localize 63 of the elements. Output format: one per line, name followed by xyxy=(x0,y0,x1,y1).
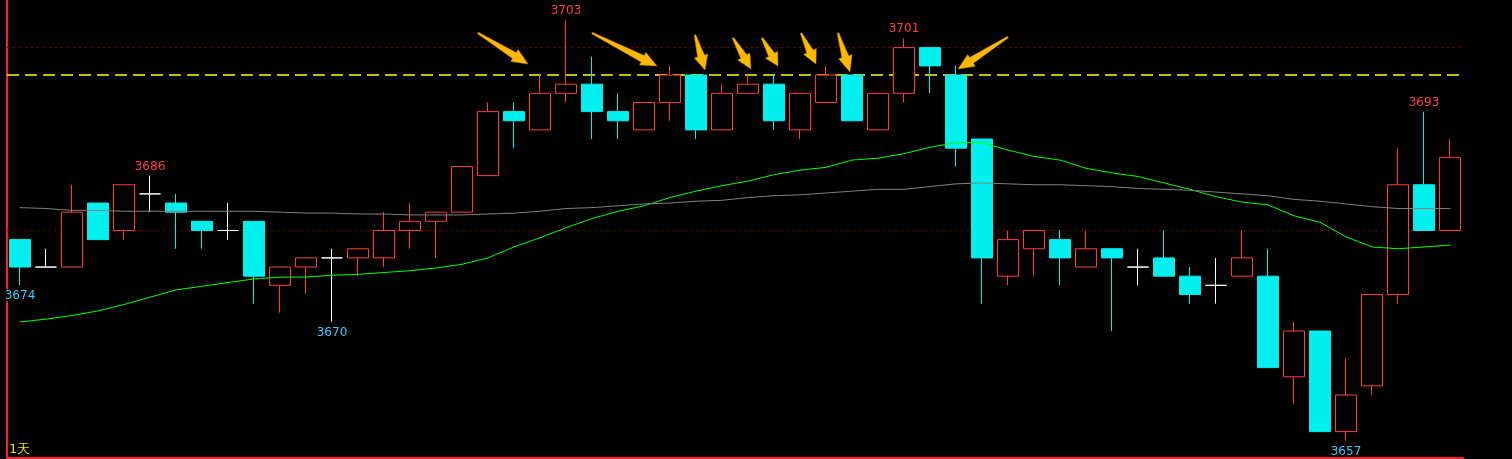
candlestick xyxy=(685,74,707,140)
annotation: 3686 xyxy=(134,158,166,173)
annotation: 3701 xyxy=(888,21,920,36)
candlestick xyxy=(243,220,265,305)
annotation: 3693 xyxy=(1408,94,1440,109)
candlestick xyxy=(867,92,889,131)
candlestick xyxy=(1335,357,1357,442)
candlestick xyxy=(295,257,317,295)
candlestick xyxy=(893,37,915,103)
candlestick xyxy=(191,220,213,250)
candlestick xyxy=(997,229,1019,286)
candlestick xyxy=(165,193,187,250)
candlestick xyxy=(789,92,811,140)
annotation: 3657 xyxy=(1330,443,1362,458)
candlestick xyxy=(1179,266,1201,305)
candlestick xyxy=(61,184,83,268)
candlestick xyxy=(373,211,395,268)
candlestick xyxy=(1257,248,1279,369)
candlestick xyxy=(477,101,499,177)
candlestick xyxy=(399,202,421,250)
candlestick xyxy=(1153,229,1175,277)
candlestick xyxy=(269,266,291,314)
annotation: 3674 xyxy=(4,288,36,303)
candlestick xyxy=(1101,248,1123,332)
candlestick xyxy=(763,74,785,131)
candlestick xyxy=(87,202,109,241)
candlestick xyxy=(217,202,239,241)
candlestick xyxy=(1439,138,1461,231)
candlestick xyxy=(1023,229,1045,277)
candlestick xyxy=(1413,111,1435,231)
candlestick xyxy=(347,248,369,277)
candlestick xyxy=(451,165,473,213)
candlestick xyxy=(1387,147,1409,305)
candlestick xyxy=(1309,330,1331,433)
candlestick xyxy=(581,56,603,140)
candlestick xyxy=(1075,229,1097,268)
candlestick xyxy=(841,74,863,122)
candlestick xyxy=(139,175,161,213)
candlestick xyxy=(659,65,681,122)
candlestick xyxy=(1205,257,1227,305)
candlestick xyxy=(1231,229,1253,277)
candlestick xyxy=(919,47,941,94)
candlestick xyxy=(9,239,31,286)
candlestick xyxy=(321,248,343,323)
candlestick xyxy=(737,74,759,94)
text: 1天 xyxy=(9,441,31,456)
candlestick xyxy=(113,184,135,241)
candlestick xyxy=(711,83,733,131)
candlestick xyxy=(633,101,655,131)
candlestick xyxy=(529,74,551,131)
candlestick xyxy=(815,65,837,103)
candlestick xyxy=(1361,293,1383,396)
annotation: 3703 xyxy=(550,3,582,18)
candlestick xyxy=(503,101,525,149)
candlestick xyxy=(1127,248,1149,286)
candlestick xyxy=(607,92,629,140)
candlestick xyxy=(1283,321,1305,405)
candlestick xyxy=(945,65,967,167)
candlestick xyxy=(555,19,577,103)
candlestick xyxy=(971,138,993,305)
candlestick xyxy=(35,248,57,268)
candlestick xyxy=(1049,229,1071,286)
annotation: 3670 xyxy=(316,324,348,339)
